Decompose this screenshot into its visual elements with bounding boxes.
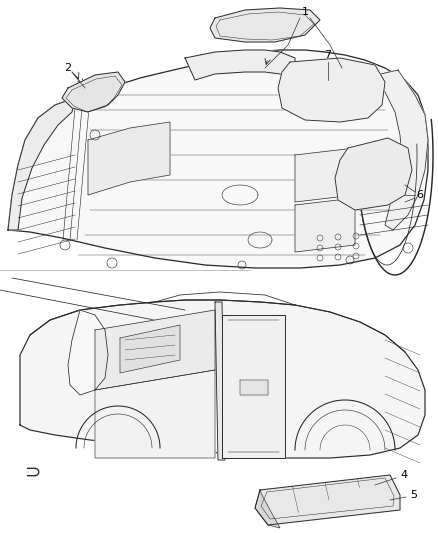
Polygon shape <box>20 300 425 458</box>
Text: 5: 5 <box>410 490 417 500</box>
Text: 7: 7 <box>325 50 332 60</box>
Polygon shape <box>68 310 108 395</box>
Polygon shape <box>372 70 428 230</box>
Polygon shape <box>335 138 412 210</box>
Text: ⊃: ⊃ <box>24 463 40 481</box>
Polygon shape <box>185 50 295 80</box>
Polygon shape <box>62 72 125 112</box>
Text: 4: 4 <box>400 470 407 480</box>
Polygon shape <box>210 8 320 42</box>
Polygon shape <box>295 148 355 202</box>
Polygon shape <box>95 310 215 390</box>
Polygon shape <box>278 58 385 122</box>
Polygon shape <box>120 325 180 373</box>
Text: 2: 2 <box>64 63 71 73</box>
Text: 6: 6 <box>417 190 424 200</box>
Polygon shape <box>255 490 280 528</box>
Polygon shape <box>240 380 268 395</box>
Polygon shape <box>215 302 225 460</box>
Text: 1: 1 <box>301 7 308 17</box>
Polygon shape <box>8 50 428 268</box>
Polygon shape <box>255 475 400 525</box>
Polygon shape <box>295 198 355 252</box>
Polygon shape <box>222 315 285 458</box>
Polygon shape <box>95 370 215 458</box>
Polygon shape <box>88 122 170 195</box>
Polygon shape <box>8 98 75 230</box>
